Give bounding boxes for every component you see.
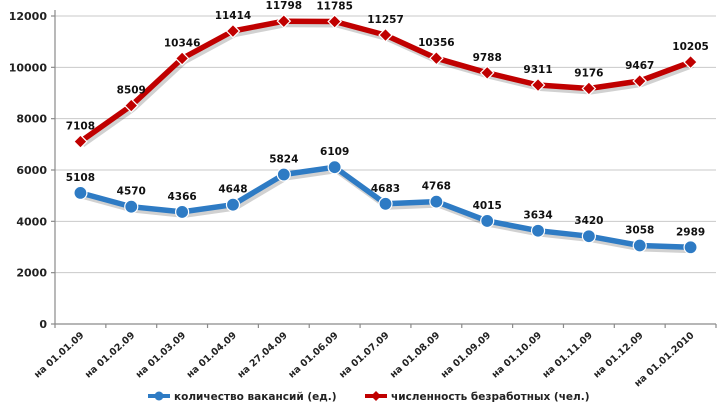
x-tick-label: на 01.01.09 (32, 330, 86, 380)
series-point (428, 50, 444, 66)
series-point (175, 204, 190, 220)
data-label: 11414 (215, 10, 252, 22)
series-point (327, 160, 342, 175)
series-point (632, 238, 647, 253)
series-point (73, 134, 88, 149)
x-tick-label: на 01.06.09 (286, 330, 340, 380)
y-tick-label: 0 (39, 318, 47, 331)
x-tick-label: на 01.04.09 (185, 330, 239, 380)
series-point (429, 194, 444, 209)
series-point (174, 51, 190, 66)
axes (51, 10, 717, 328)
data-label: 11798 (266, 0, 303, 12)
data-label: 11785 (316, 1, 353, 13)
y-tick-label: 4000 (16, 215, 47, 228)
data-label: 3420 (574, 215, 603, 227)
series-point (225, 197, 241, 212)
series-point (276, 13, 292, 29)
data-label: 4768 (422, 181, 451, 193)
x-tick-label: на 01.07.09 (337, 330, 391, 380)
x-tick-label: на 01.12.09 (591, 330, 645, 380)
series-point (683, 54, 698, 70)
series-point (327, 14, 343, 29)
series-point (530, 77, 546, 93)
data-label: 9788 (473, 52, 502, 64)
series-point (225, 23, 241, 39)
data-label: 2989 (676, 226, 705, 238)
data-label: 5824 (269, 154, 298, 166)
series-point (683, 240, 698, 255)
series-point (276, 167, 291, 182)
x-tick-label: на 01.11.09 (541, 330, 595, 380)
x-tick-label: на 01.09.09 (439, 330, 493, 380)
series-point (632, 73, 648, 89)
data-label: 9176 (574, 67, 603, 79)
series-lines (73, 13, 698, 255)
series-point (124, 199, 139, 214)
y-tick-label: 6000 (16, 164, 47, 177)
data-label: 10356 (418, 37, 455, 49)
y-tick-label: 2000 (16, 267, 47, 280)
series-point (378, 196, 393, 211)
x-tick-label: на 01.10.09 (490, 330, 544, 380)
data-label: 10346 (164, 37, 201, 49)
data-label: 4648 (218, 184, 247, 196)
series-point (73, 185, 88, 200)
series-point (123, 98, 139, 113)
y-tick-label: 12000 (9, 10, 48, 23)
data-label: 9311 (523, 64, 552, 76)
legend-swatch-marker (154, 391, 164, 401)
y-tick-label: 8000 (16, 113, 47, 126)
legend-label: количество вакансий (ед.) (174, 391, 337, 403)
x-tick-label: на 01.02.09 (83, 330, 137, 380)
data-label: 9467 (625, 60, 654, 72)
data-label: 4683 (371, 183, 400, 195)
series-point (480, 213, 495, 229)
data-label: 4015 (473, 200, 502, 212)
data-labels: 5108 4570 4366 4648 5824 6109 4683 4768 4015 3634… (66, 0, 709, 238)
data-label: 8509 (117, 85, 146, 97)
data-label: 5108 (66, 172, 95, 184)
series-point (378, 27, 393, 43)
data-label: 10205 (672, 41, 709, 53)
legend-label: численность безработных (чел.) (391, 391, 590, 403)
x-tick-label: на 27.04.09 (236, 330, 290, 380)
data-label: 3058 (625, 225, 654, 237)
legend-swatch-marker (371, 391, 381, 401)
data-label: 11257 (367, 14, 404, 26)
legend: количество вакансий (ед.) численность без… (148, 391, 590, 403)
data-label: 4366 (167, 191, 196, 203)
data-label: 3634 (523, 210, 552, 222)
gridlines (55, 15, 716, 274)
y-tick-label: 10000 (9, 61, 48, 74)
data-label: 4570 (117, 186, 146, 198)
series-point (479, 65, 495, 81)
series-point (530, 223, 546, 238)
data-label: 6109 (320, 146, 349, 158)
series-point (581, 229, 596, 244)
x-tick-label: на 01.03.09 (134, 330, 188, 380)
data-label: 7108 (66, 121, 95, 133)
series-point (581, 81, 597, 96)
x-tick-label: на 01.08.09 (388, 330, 442, 380)
y-tick-labels: 0 2000 4000 6000 8000 10000 12000 (9, 10, 48, 331)
